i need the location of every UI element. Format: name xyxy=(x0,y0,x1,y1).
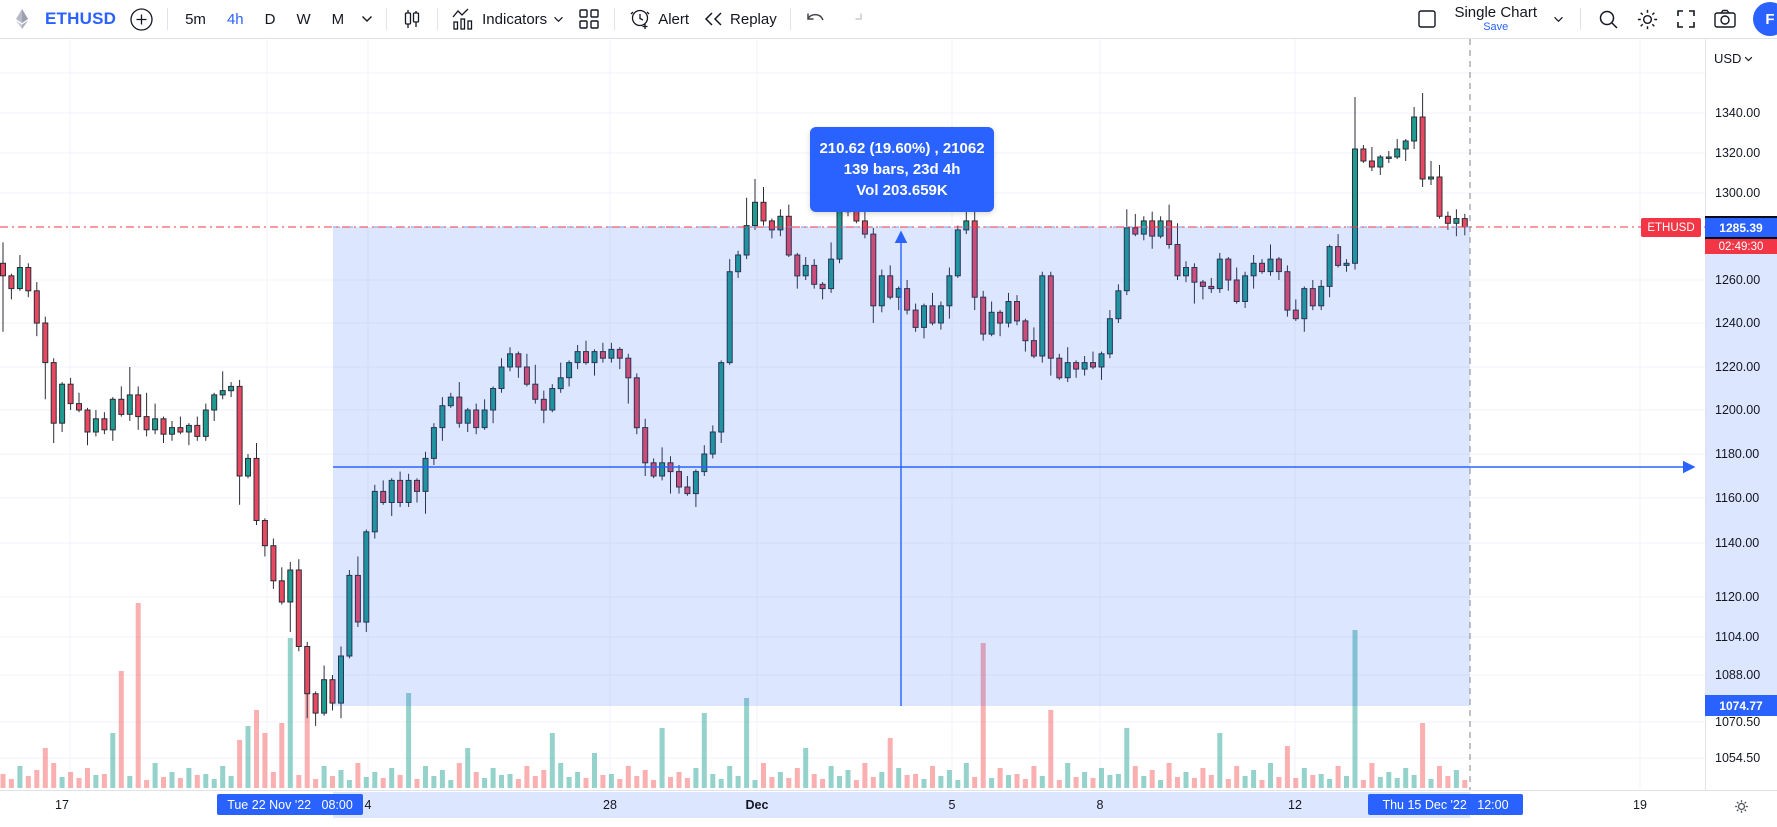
toolbar-divider xyxy=(1580,8,1581,30)
bar-countdown-label: 02:49:30 xyxy=(1705,239,1777,254)
indicators-icon xyxy=(451,8,476,31)
measure-tooltip: 210.62 (19.60%) , 21062 139 bars, 23d 4h… xyxy=(810,127,994,212)
time-tick-label: 4 xyxy=(364,798,372,812)
toolbar-divider xyxy=(437,8,439,30)
price-tick-label: 1200.00 xyxy=(1715,403,1761,417)
toolbar-divider xyxy=(789,8,791,30)
price-tick-label: 1120.00 xyxy=(1715,590,1760,604)
compare-add-icon[interactable] xyxy=(129,7,154,32)
currency-chevron-down-icon xyxy=(1745,56,1753,61)
price-tick-label: 1070.50 xyxy=(1715,715,1761,729)
timeframe-4h[interactable]: 4h xyxy=(226,10,244,28)
time-tick-label: 19 xyxy=(1633,798,1647,812)
measure-bars-line: 139 bars, 23d 4h xyxy=(843,161,961,178)
measured-range-highlight xyxy=(333,792,1470,818)
user-avatar[interactable]: F xyxy=(1753,2,1777,36)
price-tick-label: 1104.00 xyxy=(1715,630,1760,644)
layout-selector[interactable]: Single Chart Save xyxy=(1454,5,1537,33)
measure-change-line: 210.62 (19.60%) , 21062 xyxy=(819,140,985,157)
alert-button[interactable]: Alert xyxy=(628,7,689,31)
last-price-label: 1285.39 xyxy=(1705,216,1777,239)
price-tick-label: 1180.00 xyxy=(1715,447,1760,461)
fullscreen-icon[interactable] xyxy=(1675,8,1697,30)
time-tick-label: 12 xyxy=(1288,798,1302,812)
price-tick-label: 1260.00 xyxy=(1715,273,1761,287)
alert-label: Alert xyxy=(658,10,690,28)
price-axis[interactable]: USD 1340.00 1320.00 1300.00 1260.00 1240.00 1… xyxy=(1705,39,1777,790)
time-tick-label: 5 xyxy=(948,798,956,812)
top-toolbar: ETHUSD 5m 4h D W M Indicators xyxy=(0,0,1777,39)
toolbar-divider xyxy=(614,8,616,30)
layout-chevron-down-icon[interactable] xyxy=(1553,16,1564,23)
axis-settings-gear-icon[interactable] xyxy=(1733,798,1750,815)
time-tick-label: 8 xyxy=(1096,798,1104,812)
chart-style-candles-icon[interactable] xyxy=(400,7,424,31)
replay-rewind-icon xyxy=(702,9,724,29)
toolbar-divider xyxy=(167,8,169,30)
timeframe-1d[interactable]: D xyxy=(264,10,276,28)
price-tick-label: 1300.00 xyxy=(1715,186,1761,200)
indicators-label: Indicators xyxy=(482,10,548,28)
timeframe-5m[interactable]: 5m xyxy=(185,10,206,28)
price-tick-label: 1340.00 xyxy=(1715,106,1761,120)
timeframe-1m[interactable]: M xyxy=(331,10,345,28)
undo-icon[interactable] xyxy=(804,10,828,28)
search-icon[interactable] xyxy=(1597,8,1620,31)
symbol-button[interactable]: ETHUSD xyxy=(45,9,117,28)
measure-volume-line: Vol 203.659K xyxy=(856,182,948,199)
alarm-clock-icon xyxy=(628,7,652,31)
time-tick-label: Dec xyxy=(745,798,769,812)
measure-start-price-label: 1074.77 xyxy=(1705,695,1777,716)
layout-label: Single Chart xyxy=(1454,4,1537,21)
snapshot-camera-icon[interactable] xyxy=(1713,8,1737,30)
timeframe-1w[interactable]: W xyxy=(296,10,311,28)
price-tick-label: 1240.00 xyxy=(1715,316,1761,330)
replay-label: Replay xyxy=(730,10,777,28)
range-start-label: Tue 22 Nov '22 08:00 xyxy=(217,794,363,815)
indicators-chevron-down-icon xyxy=(553,16,564,23)
currency-selector[interactable]: USD xyxy=(1714,51,1753,66)
price-tick-label: 1320.00 xyxy=(1715,146,1761,160)
settings-gear-icon[interactable] xyxy=(1636,8,1659,31)
symbol-price-flag: ETHUSD xyxy=(1641,218,1701,237)
save-button[interactable]: Save xyxy=(1483,21,1509,33)
timeframe-chevron-down-icon[interactable] xyxy=(361,15,373,23)
price-tick-label: 1220.00 xyxy=(1715,360,1761,374)
price-tick-label: 1054.50 xyxy=(1715,751,1761,765)
price-tick-label: 1088.00 xyxy=(1715,668,1761,682)
time-axis[interactable]: 17 4 28 Dec 5 8 12 19 Tue 22 Nov '22 08:00 Thu … xyxy=(0,790,1777,827)
currency-label: USD xyxy=(1714,51,1742,66)
redo-icon[interactable] xyxy=(841,10,865,28)
time-tick-label: 28 xyxy=(603,798,617,812)
toolbar-divider xyxy=(386,8,388,30)
replay-button[interactable]: Replay xyxy=(702,9,777,29)
ethereum-logo-icon xyxy=(12,8,32,30)
price-tick-label: 1140.00 xyxy=(1715,536,1760,550)
single-chart-layout-icon[interactable] xyxy=(1416,8,1438,30)
time-tick-label: 17 xyxy=(55,798,69,812)
indicators-button[interactable]: Indicators xyxy=(451,8,564,31)
price-tick-label: 1160.00 xyxy=(1715,491,1760,505)
indicator-templates-grid-icon[interactable] xyxy=(577,7,601,31)
range-end-label: Thu 15 Dec '22 12:00 xyxy=(1368,794,1523,815)
